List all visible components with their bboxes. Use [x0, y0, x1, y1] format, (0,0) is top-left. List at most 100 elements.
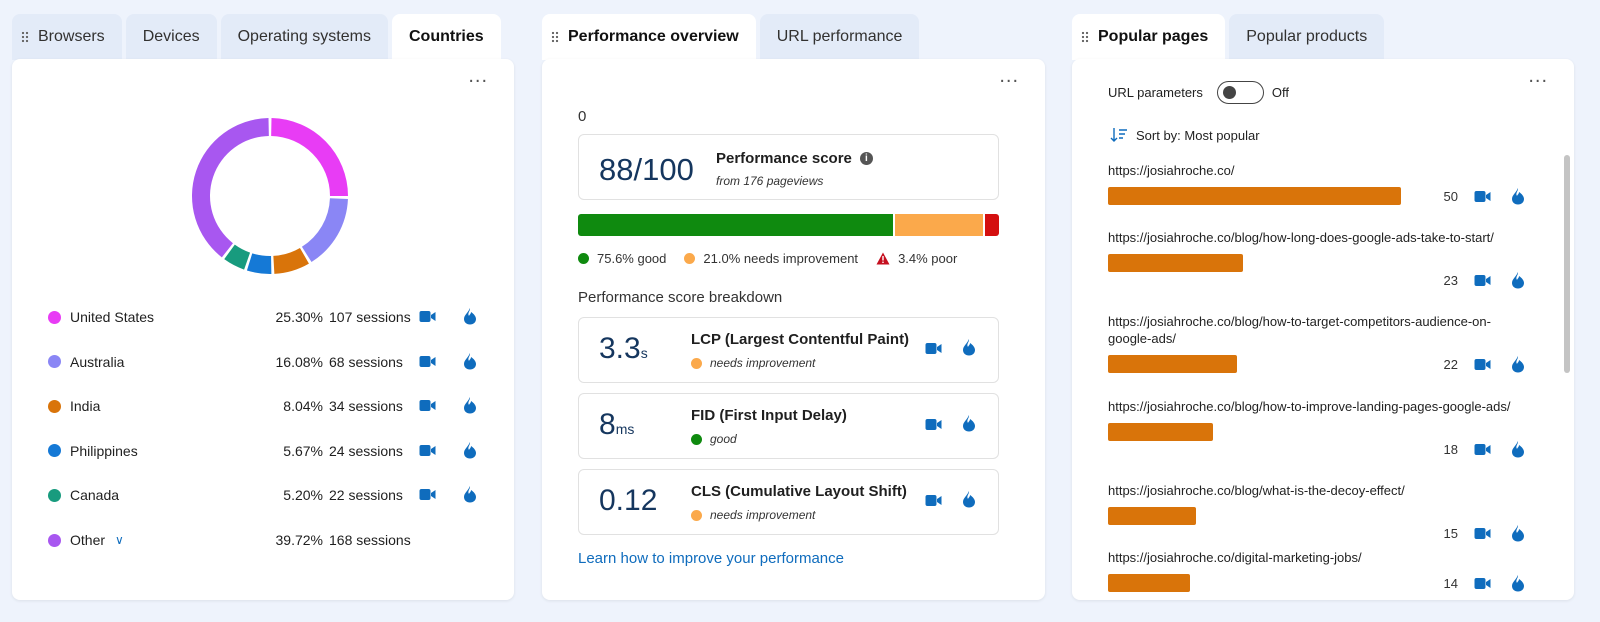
countries-panel: ... United States 25.30% 107 sessions Au…: [12, 59, 514, 600]
metric-name: CLS (Cumulative Layout Shift): [691, 483, 907, 500]
more-options-button[interactable]: ...: [1528, 65, 1548, 87]
metric-number: 8: [599, 408, 616, 441]
metric-unit: s: [640, 345, 648, 361]
drag-grip-icon[interactable]: [21, 31, 29, 43]
url-parameters-label: URL parameters: [1108, 85, 1203, 100]
heatmap-icon[interactable]: [463, 307, 477, 325]
tab-performance-overview[interactable]: Performance overview: [542, 14, 756, 60]
page-row[interactable]: https://josiahroche.co/ 50: [1108, 162, 1528, 205]
recordings-icon[interactable]: [1474, 443, 1491, 456]
page-count: 23: [1443, 273, 1458, 288]
recordings-icon[interactable]: [419, 399, 436, 412]
donut-slice-united-states[interactable]: [271, 118, 348, 196]
drag-grip-icon[interactable]: [1081, 31, 1089, 43]
country-percent: 25.30%: [275, 309, 323, 325]
metric-value: 0.12: [599, 484, 657, 518]
heatmap-icon[interactable]: [1511, 187, 1525, 205]
country-percent: 16.08%: [275, 353, 323, 370]
page-count: 50: [1443, 189, 1458, 204]
recordings-icon[interactable]: [419, 355, 436, 368]
tab-url-performance[interactable]: URL performance: [759, 14, 920, 60]
popular-pages-panel: ... URL parameters Off Sort by: Most pop…: [1072, 59, 1574, 600]
heatmap-icon[interactable]: [962, 490, 976, 508]
recordings-icon[interactable]: [1474, 577, 1491, 590]
donut-slice-india[interactable]: [273, 247, 309, 274]
page-count: 18: [1443, 442, 1458, 457]
url-parameters-toggle[interactable]: [1216, 81, 1264, 104]
info-icon[interactable]: i: [859, 152, 873, 165]
scrollbar-thumb[interactable]: [1564, 155, 1570, 373]
more-options-button[interactable]: ...: [999, 65, 1019, 87]
heatmap-icon[interactable]: [1511, 355, 1525, 373]
more-options-button[interactable]: ...: [468, 65, 488, 87]
status-dot-icon: [691, 433, 702, 445]
recordings-icon[interactable]: [925, 418, 942, 431]
donut-slice-australia[interactable]: [301, 198, 348, 263]
heatmap-icon[interactable]: [463, 396, 477, 414]
chevron-down-icon[interactable]: ∨: [115, 533, 124, 547]
page-url[interactable]: https://josiahroche.co/digital-marketing…: [1108, 550, 1362, 565]
heatmap-icon[interactable]: [1511, 524, 1525, 542]
heatmap-icon[interactable]: [1511, 440, 1525, 458]
page-row[interactable]: https://josiahroche.co/blog/what-is-the-…: [1108, 482, 1528, 542]
page-row[interactable]: https://josiahroche.co/blog/how-to-impro…: [1108, 398, 1528, 458]
tab-popular-pages[interactable]: Popular pages: [1072, 14, 1226, 60]
recordings-icon[interactable]: [419, 444, 436, 457]
heatmap-icon[interactable]: [463, 441, 477, 459]
recordings-icon[interactable]: [1474, 358, 1491, 371]
tab-countries[interactable]: Countries: [391, 14, 501, 60]
learn-more-link[interactable]: Learn how to improve your performance: [578, 550, 844, 567]
panel2-tabs: Performance overview URL performance: [542, 14, 920, 60]
recordings-icon[interactable]: [925, 342, 942, 355]
heatmap-icon[interactable]: [1511, 574, 1525, 592]
tab-browsers[interactable]: Browsers: [12, 14, 122, 60]
page-url[interactable]: https://josiahroche.co/blog/how-to-targe…: [1108, 314, 1491, 346]
recordings-icon[interactable]: [1474, 274, 1491, 287]
recordings-icon[interactable]: [419, 310, 436, 323]
score-distribution-bar: [578, 214, 999, 236]
page-url[interactable]: https://josiahroche.co/: [1108, 163, 1235, 178]
tab-popular-products[interactable]: Popular products: [1229, 14, 1385, 60]
distribution-segment-1: [895, 214, 983, 236]
country-label: India: [70, 398, 101, 415]
country-sessions: 168 sessions: [329, 532, 411, 548]
recordings-icon[interactable]: [1474, 190, 1491, 203]
metric-name: FID (First Input Delay): [691, 407, 847, 424]
country-sessions: 24 sessions: [329, 442, 403, 459]
heatmap-icon[interactable]: [1511, 271, 1525, 289]
sort-button[interactable]: Sort by: Most popular: [1110, 127, 1260, 143]
distribution-segment-0: [578, 214, 894, 236]
tab-label: Popular products: [1246, 28, 1368, 45]
heatmap-icon[interactable]: [962, 414, 976, 432]
recordings-icon[interactable]: [419, 488, 436, 501]
country-name: India: [48, 398, 228, 414]
heatmap-icon[interactable]: [463, 352, 477, 370]
sort-icon: [1110, 128, 1127, 142]
country-label: United States: [70, 309, 155, 325]
page-url[interactable]: https://josiahroche.co/blog/how-long-doe…: [1108, 230, 1494, 245]
page-row[interactable]: https://josiahroche.co/blog/how-long-doe…: [1108, 229, 1528, 289]
country-name: Canada: [48, 487, 228, 503]
metric-status: needs improvement: [691, 356, 815, 370]
donut-slice-philippines[interactable]: [246, 253, 272, 274]
page-url[interactable]: https://josiahroche.co/blog/how-to-impro…: [1108, 399, 1511, 414]
page-row[interactable]: https://josiahroche.co/blog/how-to-targe…: [1108, 313, 1528, 373]
drag-grip-icon[interactable]: [551, 31, 559, 43]
metric-card-0: 3.3s LCP (Largest Contentful Paint) need…: [578, 317, 999, 383]
tab-operating-systems[interactable]: Operating systems: [220, 14, 388, 60]
country-name[interactable]: Other ∨: [48, 532, 228, 548]
metric-status-label: good: [710, 432, 737, 446]
metric-status: good: [691, 432, 737, 446]
recordings-icon[interactable]: [925, 494, 942, 507]
country-name: Philippines: [48, 443, 228, 459]
page-row[interactable]: https://josiahroche.co/digital-marketing…: [1108, 549, 1528, 592]
heatmap-icon[interactable]: [962, 338, 976, 356]
recordings-icon[interactable]: [1474, 527, 1491, 540]
metric-card-2: 0.12 CLS (Cumulative Layout Shift) needs…: [578, 469, 999, 535]
tab-devices[interactable]: Devices: [125, 14, 217, 60]
donut-slice-canada[interactable]: [224, 244, 251, 270]
page-url[interactable]: https://josiahroche.co/blog/what-is-the-…: [1108, 483, 1405, 498]
heatmap-icon[interactable]: [463, 485, 477, 503]
donut-slice-other[interactable]: [191, 118, 269, 258]
page-count: 22: [1443, 357, 1458, 372]
